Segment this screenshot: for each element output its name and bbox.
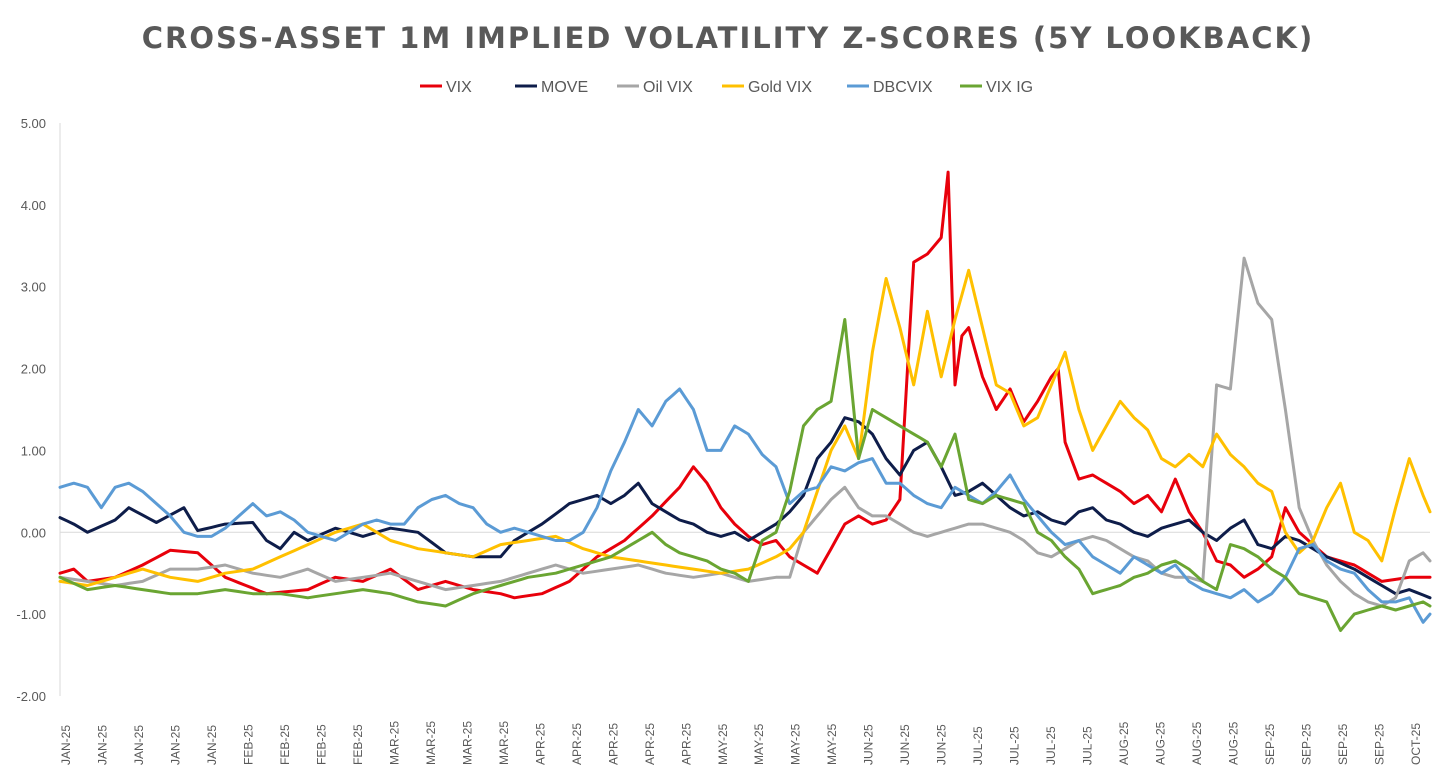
x-tick-label: JUL-25: [1044, 726, 1058, 765]
legend-label: VIX: [446, 79, 472, 96]
x-tick-label: SEP-25: [1300, 723, 1314, 765]
legend-item: VIX IG: [960, 79, 1033, 96]
x-tick-label: JUN-25: [898, 724, 912, 765]
legend-item: DBCVIX: [847, 79, 933, 96]
x-tick-label: FEB-25: [314, 724, 328, 765]
legend-item: MOVE: [515, 79, 588, 96]
x-tick-label: JUL-25: [1008, 726, 1022, 765]
x-tick-label: SEP-25: [1373, 723, 1387, 765]
x-tick-label: AUG-25: [1154, 721, 1168, 765]
series-line-gold-vix: [58, 268, 1432, 587]
x-tick-label: JAN-25: [59, 725, 73, 765]
x-tick-label: MAR-25: [387, 721, 401, 765]
legend-item: Gold VIX: [722, 79, 812, 96]
x-tick-label: APR-25: [606, 723, 620, 765]
x-tick-label: FEB-25: [241, 724, 255, 765]
legend-item: Oil VIX: [617, 79, 693, 96]
y-tick-label: 0.00: [21, 525, 46, 540]
y-tick-label: -1.00: [16, 607, 46, 622]
x-tick-label: APR-25: [570, 723, 584, 765]
series-line-vix-ig: [58, 318, 1432, 632]
y-tick-label: 5.00: [21, 116, 46, 131]
x-tick-label: SEP-25: [1263, 723, 1277, 765]
x-tick-label: FEB-25: [351, 724, 365, 765]
x-tick-label: JUN-25: [862, 724, 876, 765]
x-tick-label: FEB-25: [278, 724, 292, 765]
x-tick-label: MAY-25: [752, 723, 766, 765]
y-tick-label: -2.00: [16, 689, 46, 704]
x-tick-label: JAN-25: [132, 725, 146, 765]
x-tick-label: AUG-25: [1227, 721, 1241, 765]
series-line-move: [58, 416, 1432, 600]
legend: VIX MOVE Oil VIX Gold VIX DBCVIX VIX IG: [420, 79, 1033, 96]
legend-label: Oil VIX: [643, 79, 693, 96]
y-tick-label: 2.00: [21, 362, 46, 377]
x-tick-label: JUL-25: [1081, 726, 1095, 765]
x-tick-label: MAY-25: [789, 723, 803, 765]
x-axis: JAN-25 JAN-25 JAN-25 JAN-25 JAN-25 FEB-25 FEB-…: [59, 721, 1423, 765]
legend-label: VIX IG: [986, 79, 1033, 96]
x-tick-label: MAY-25: [716, 723, 730, 765]
series-line-dbcvix: [58, 387, 1432, 624]
x-tick-label: OCT-25: [1409, 723, 1423, 765]
x-tick-label: AUG-25: [1117, 721, 1131, 765]
legend-label: DBCVIX: [873, 79, 933, 96]
x-tick-label: JAN-25: [205, 725, 219, 765]
x-tick-label: AUG-25: [1190, 721, 1204, 765]
chart-title: CROSS-ASSET 1M IMPLIED VOLATILITY Z-SCOR…: [142, 21, 1314, 55]
legend-label: MOVE: [541, 79, 588, 96]
y-tick-label: 4.00: [21, 198, 46, 213]
x-tick-label: APR-25: [679, 723, 693, 765]
x-tick-label: JUN-25: [935, 724, 949, 765]
y-axis: 5.00 4.00 3.00 2.00 1.00 0.00 -1.00 -2.00: [16, 116, 1430, 704]
x-tick-label: JAN-25: [168, 725, 182, 765]
x-tick-label: MAR-25: [424, 721, 438, 765]
x-tick-label: APR-25: [533, 723, 547, 765]
x-tick-label: APR-25: [643, 723, 657, 765]
x-tick-label: MAR-25: [460, 721, 474, 765]
x-tick-label: MAY-25: [825, 723, 839, 765]
legend-item: VIX: [420, 79, 472, 96]
series-layer: [58, 170, 1432, 632]
x-tick-label: MAR-25: [497, 721, 511, 765]
x-tick-label: JAN-25: [95, 725, 109, 765]
x-tick-label: JUL-25: [971, 726, 985, 765]
x-tick-label: SEP-25: [1336, 723, 1350, 765]
legend-label: Gold VIX: [748, 79, 812, 96]
y-tick-label: 1.00: [21, 443, 46, 458]
y-tick-label: 3.00: [21, 280, 46, 295]
